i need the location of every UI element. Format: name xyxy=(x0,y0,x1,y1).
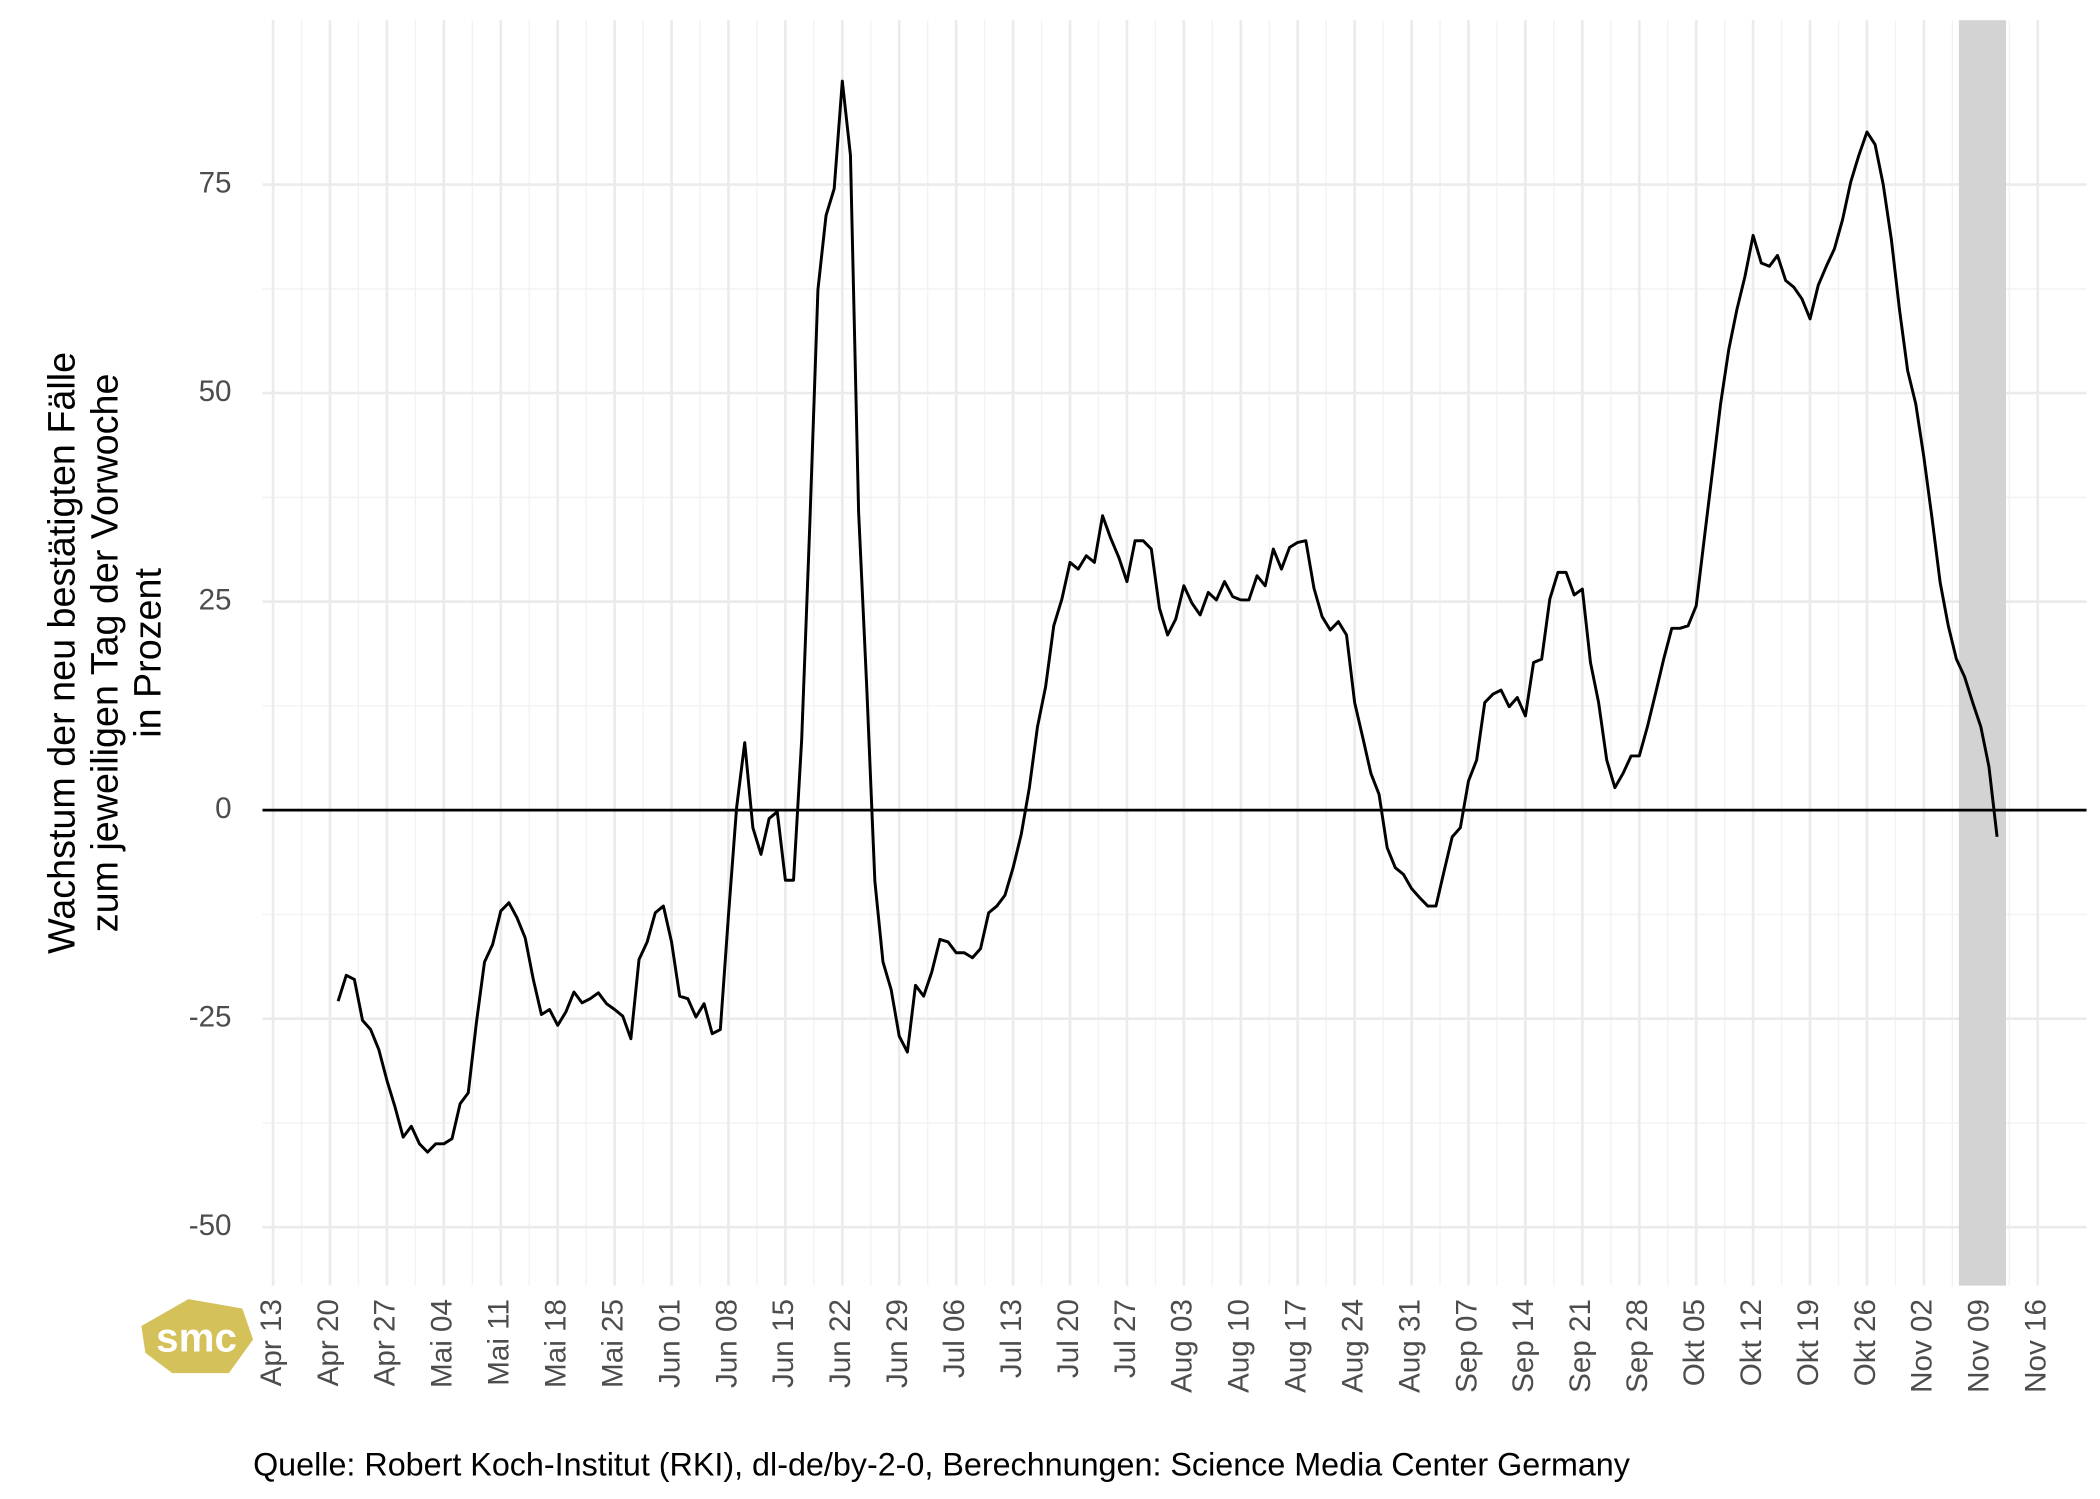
x-tick-label: Jun 15 xyxy=(767,1299,800,1388)
x-tick-label: Jul 27 xyxy=(1109,1299,1142,1378)
x-tick-label: Okt 12 xyxy=(1735,1299,1768,1386)
x-tick-label: Nov 16 xyxy=(2020,1299,2053,1393)
x-tick-label: Apr 27 xyxy=(369,1299,402,1386)
x-tick-label: Aug 17 xyxy=(1280,1299,1313,1393)
y-axis-label: zum jeweiligen Tag der Vorwoche xyxy=(84,374,126,933)
x-tick-label: Jul 20 xyxy=(1052,1299,1085,1378)
x-tick-label: Mai 04 xyxy=(426,1299,459,1388)
x-tick-label: Okt 05 xyxy=(1678,1299,1711,1386)
logo-text: smc xyxy=(156,1314,237,1360)
x-tick-label: Okt 19 xyxy=(1792,1299,1825,1386)
data-line xyxy=(336,79,1999,1154)
x-tick-label: Jun 01 xyxy=(653,1299,686,1388)
y-axis-label: Wachstum der neu bestätigten Fälle xyxy=(41,352,83,954)
x-tick-label: Mai 25 xyxy=(596,1299,629,1388)
y-axis-label: in Prozent xyxy=(127,568,169,738)
x-tick-label: Apr 13 xyxy=(255,1299,288,1386)
x-tick-label: Aug 24 xyxy=(1336,1299,1369,1393)
x-tick-label: Sep 07 xyxy=(1450,1299,1483,1393)
x-tick-label: Nov 02 xyxy=(1906,1299,1939,1393)
x-tick-label: Apr 20 xyxy=(312,1299,345,1386)
caption: Quelle: Robert Koch-Institut (RKI), dl-d… xyxy=(253,1446,1631,1482)
x-tick-label: Aug 31 xyxy=(1393,1299,1426,1393)
x-tick-label: Aug 10 xyxy=(1223,1299,1256,1393)
y-tick-label: -50 xyxy=(189,1209,232,1242)
y-tick-label: -25 xyxy=(189,1001,232,1034)
x-tick-label: Jun 22 xyxy=(824,1299,857,1388)
x-tick-label: Sep 14 xyxy=(1507,1299,1540,1393)
x-tick-label: Sep 21 xyxy=(1564,1299,1597,1393)
y-tick-label: 75 xyxy=(199,166,232,199)
y-tick-label: 0 xyxy=(215,792,231,825)
highlight-band xyxy=(1958,20,2007,1286)
x-tick-label: Jul 13 xyxy=(995,1299,1028,1378)
x-tick-label: Sep 28 xyxy=(1621,1299,1654,1393)
x-tick-label: Jun 29 xyxy=(881,1299,914,1388)
y-tick-label: 50 xyxy=(199,375,232,408)
x-tick-label: Jul 06 xyxy=(938,1299,971,1378)
x-tick-label: Jun 08 xyxy=(710,1299,743,1388)
x-tick-label: Okt 26 xyxy=(1849,1299,1882,1386)
x-tick-label: Nov 09 xyxy=(1963,1299,1996,1393)
x-tick-label: Mai 11 xyxy=(483,1299,516,1386)
x-tick-label: Aug 03 xyxy=(1166,1299,1199,1393)
x-tick-label: Mai 18 xyxy=(540,1299,573,1388)
logo-shape xyxy=(141,1299,254,1374)
y-tick-label: 25 xyxy=(199,583,232,616)
logo: smc xyxy=(141,1299,254,1374)
